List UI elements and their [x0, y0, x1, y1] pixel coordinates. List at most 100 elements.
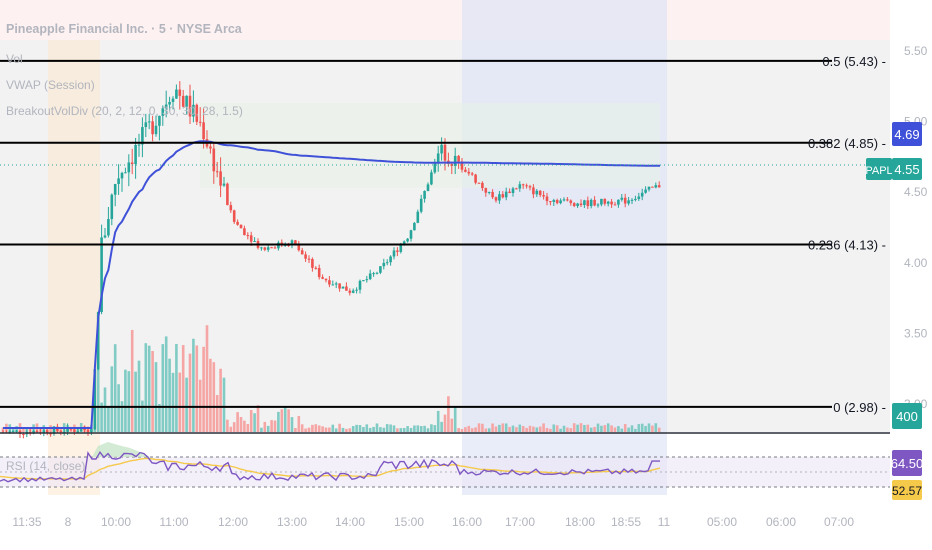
candle-body — [634, 198, 637, 200]
vwap-price-badge: 4.69 — [892, 122, 922, 146]
volume-bar — [610, 425, 613, 432]
candle-body — [151, 121, 154, 135]
volume-bar — [535, 427, 539, 432]
candle-body — [552, 200, 556, 202]
volume-bar — [185, 377, 188, 432]
time-axis[interactable]: 11:35 8 10:00 11:00 12:00 13:00 14:00 15:00 16:0… — [12, 515, 854, 529]
candle-body — [392, 250, 396, 257]
symbol-label: PAPL — [865, 165, 892, 177]
time-tick-label: 14:00 — [335, 515, 365, 529]
candle-body — [73, 429, 76, 432]
candle-body — [311, 259, 314, 268]
volume-bar — [467, 425, 471, 432]
candle-body — [542, 195, 545, 197]
time-tick-label: 18:55 — [611, 515, 641, 529]
candle-body — [450, 163, 454, 166]
candle-body — [617, 199, 620, 205]
candle-body — [559, 200, 562, 204]
candle-body — [45, 430, 49, 434]
candle-body — [171, 98, 175, 102]
volume-bar — [477, 423, 481, 432]
volume-bar — [205, 325, 209, 432]
candle-body — [147, 121, 151, 123]
legend-rsi[interactable]: RSI (14, close) — [6, 459, 86, 473]
volume-bar — [583, 424, 586, 432]
volume-bar — [280, 409, 284, 432]
volume-bar — [453, 407, 457, 432]
volume-bar — [107, 406, 110, 432]
price-axis[interactable]: 5.505.004.504.003.503.00 — [904, 44, 928, 411]
candle-body — [175, 89, 178, 99]
volume-bar — [168, 358, 171, 432]
volume-bar — [246, 423, 250, 432]
volume-bar — [277, 411, 280, 432]
candle-body — [474, 174, 477, 183]
time-tick-label: 10:00 — [101, 515, 131, 529]
candle-body — [402, 241, 406, 245]
time-tick-label: 16:00 — [452, 515, 482, 529]
volume-bar — [634, 428, 637, 432]
volume-bar — [209, 358, 212, 432]
rsi-line — [0, 450, 660, 483]
symbol-title[interactable]: Pineapple Financial Inc. · 5 · NYSE Arca — [6, 22, 242, 36]
candle-body — [178, 89, 182, 96]
candle-body — [538, 190, 542, 196]
candle-body — [321, 277, 324, 279]
candle-body — [416, 211, 420, 223]
candle-body — [86, 429, 90, 433]
rsi-ma-badge: 52.57 — [892, 480, 922, 500]
volume-bar — [120, 401, 124, 432]
candle-body — [549, 201, 552, 203]
volume-bar — [566, 427, 569, 432]
volume-bar — [392, 425, 396, 432]
volume-bar — [413, 425, 416, 432]
volume-bar — [606, 423, 610, 432]
candle-body — [185, 95, 188, 107]
session-highlight — [462, 0, 667, 495]
candle-body — [304, 254, 307, 259]
candle-body — [253, 240, 256, 242]
volume-bar — [219, 368, 222, 432]
volume-bar — [579, 423, 583, 432]
candle-body — [49, 433, 52, 435]
candle-body — [460, 161, 464, 170]
background-tint-red — [0, 0, 890, 40]
volume-bar — [317, 425, 321, 432]
candle-body — [372, 273, 375, 275]
volume-bar — [175, 343, 178, 432]
volume-bar — [171, 372, 175, 432]
volume-bar — [355, 424, 358, 432]
candle-body — [266, 247, 270, 250]
candle-body — [134, 144, 137, 165]
volume-bar — [430, 424, 433, 432]
volume-bar — [637, 424, 641, 432]
candle-body — [130, 162, 134, 165]
candle-body — [481, 182, 484, 189]
volume-bar — [532, 426, 535, 432]
legend-volume[interactable]: Vol — [6, 52, 23, 66]
candle-body — [222, 183, 226, 186]
candle-body — [219, 171, 222, 186]
volume-bar — [409, 427, 413, 432]
volume-bar — [372, 426, 375, 432]
volume-bar — [110, 366, 114, 432]
volume-bar — [202, 346, 205, 432]
candle-body — [525, 185, 528, 187]
legend-breakout[interactable]: BreakoutVolDiv (20, 2, 12, 0, 30, 30, 28… — [6, 104, 243, 118]
candle-body — [464, 169, 467, 172]
candle-body — [287, 244, 290, 246]
candle-body — [113, 184, 117, 195]
candle-body — [603, 198, 607, 204]
candle-body — [613, 204, 617, 206]
consolidation-box — [200, 103, 660, 188]
volume-bar — [351, 426, 355, 432]
legend-vwap[interactable]: VWAP (Session) — [6, 78, 95, 92]
candle-body — [521, 184, 525, 186]
time-tick-label: 15:00 — [394, 515, 424, 529]
volume-bar — [96, 361, 100, 432]
volume-bar — [620, 428, 624, 432]
candle-body — [341, 286, 345, 289]
fib-label: 0 (2.98) - — [833, 400, 886, 415]
candle-body — [545, 196, 549, 202]
